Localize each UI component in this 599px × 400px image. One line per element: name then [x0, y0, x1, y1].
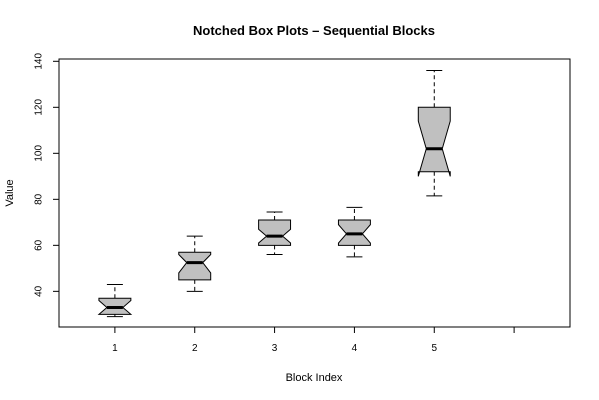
y-tick-label: 140 [34, 53, 45, 70]
y-axis: 40 60 80 100 120 140 [34, 53, 59, 297]
boxes [97, 70, 451, 318]
box-3 [258, 211, 292, 256]
y-tick-label: 120 [34, 99, 45, 116]
y-tick-label: 40 [34, 285, 45, 297]
plot-frame [58, 58, 571, 328]
x-tick-label: 1 [112, 343, 118, 354]
box-1 [97, 283, 133, 318]
box-5 [417, 70, 451, 197]
y-axis-label: Value [4, 179, 16, 206]
box-body [178, 251, 212, 281]
y-tick-label: 80 [34, 193, 45, 205]
box-body [258, 219, 292, 246]
chart-title: Notched Box Plots – Sequential Blocks [193, 23, 435, 38]
y-tick-label: 60 [34, 239, 45, 251]
x-tick-label: 3 [272, 343, 278, 354]
box-4 [337, 206, 371, 258]
x-axis: 1 2 3 4 5 [112, 327, 515, 354]
y-tick-label: 100 [34, 145, 45, 162]
box-2 [178, 235, 212, 292]
x-tick-label: 2 [192, 343, 198, 354]
x-tick-label: 4 [352, 343, 358, 354]
box-body [417, 106, 451, 177]
x-axis-label: Block Index [286, 372, 343, 384]
x-tick-label: 5 [431, 343, 437, 354]
